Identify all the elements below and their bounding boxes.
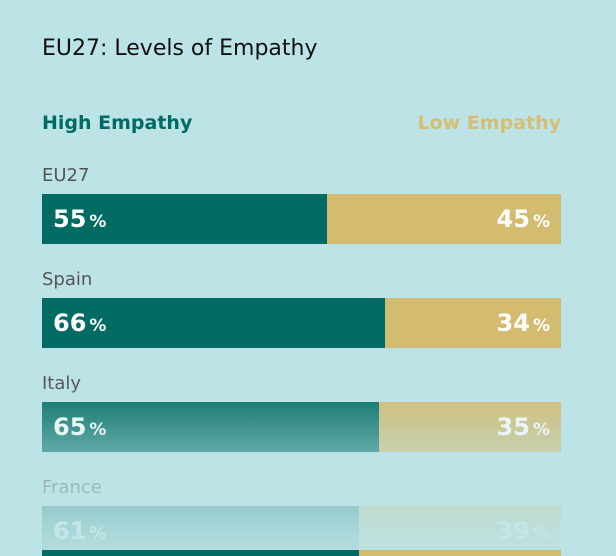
high-value-label-italy: 65% <box>53 413 107 441</box>
low-value-label-eu27: 45% <box>496 205 550 233</box>
low-value-label-france: 39% <box>496 517 550 545</box>
stacked-bar-france: 61% 39% <box>42 506 561 556</box>
category-label-eu27: EU27 <box>42 165 90 186</box>
high-empathy-bar-france: 61% <box>42 506 359 556</box>
low-empathy-bar-eu27: 45% <box>327 194 561 244</box>
legend-high-empathy: High Empathy <box>42 112 193 134</box>
stacked-bar-eu27: 55% 45% <box>42 194 561 244</box>
high-value-label-france: 61% <box>53 517 107 545</box>
high-empathy-bar-italy: 65% <box>42 402 380 452</box>
low-empathy-bar-italy: 35% <box>379 402 561 452</box>
low-value-label-italy: 35% <box>496 413 550 441</box>
category-label-spain: Spain <box>42 269 93 290</box>
category-label-italy: Italy <box>42 373 82 394</box>
low-empathy-bar-france: 39% <box>358 506 561 556</box>
low-value-label-spain: 34% <box>496 309 550 337</box>
high-empathy-bar-eu27: 55% <box>42 194 328 244</box>
legend-low-empathy: Low Empathy <box>417 112 561 134</box>
chart-title: EU27: Levels of Empathy <box>42 36 318 61</box>
high-value-label-eu27: 55% <box>53 205 107 233</box>
category-label-france: France <box>42 477 102 498</box>
stacked-bar-italy: 65% 35% <box>42 402 561 452</box>
high-empathy-bar-spain: 66% <box>42 298 385 348</box>
stacked-bar-spain: 66% 34% <box>42 298 561 348</box>
low-empathy-bar-spain: 34% <box>384 298 561 348</box>
high-value-label-spain: 66% <box>53 309 107 337</box>
